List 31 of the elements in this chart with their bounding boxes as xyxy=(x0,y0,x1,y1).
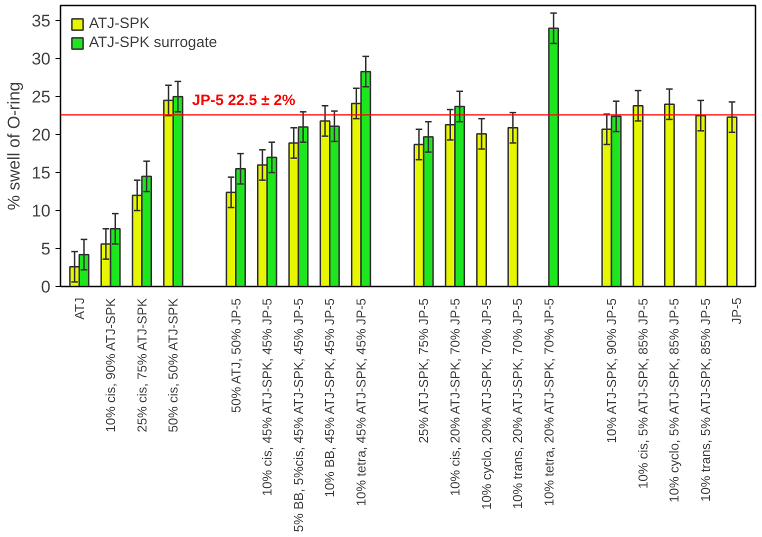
ref-line-label: JP-5 22.5 ± 2% xyxy=(192,92,296,109)
y-tick-label: 5 xyxy=(41,240,51,259)
x-tick-label: 50% ATJ, 50% JP-5 xyxy=(228,298,244,413)
x-tick-label: 25% ATJ-SPK, 75% JP-5 xyxy=(416,298,432,444)
x-tick-label: 10% trans, 5% ATJ-SPK, 85% JP-5 xyxy=(698,298,713,502)
x-tick-label: 10% trans, 20% ATJ-SPK, 70% JP-5 xyxy=(510,298,526,509)
y-tick-label: 25 xyxy=(32,88,51,107)
y-tick-label: 30 xyxy=(32,50,51,69)
x-tick-label: 10% cis, 90% ATJ-SPK xyxy=(103,298,118,432)
y-tick-label: 20 xyxy=(32,126,51,145)
x-tick-label: ATJ xyxy=(72,297,87,320)
y-tick-label: 0 xyxy=(41,278,51,296)
x-tick-label: 10% tetra, 45% ATJ-SPK, 45% JP-5 xyxy=(354,298,369,506)
legend-label: ATJ-SPK surrogate xyxy=(89,34,218,51)
x-tick-label: 10% ATJ-SPK, 90% JP-5 xyxy=(604,298,619,444)
x-tick-label: JP-5 xyxy=(729,297,744,324)
x-tick-label: 50% cis, 50% ATJ-SPK xyxy=(166,298,181,432)
y-tick-label: 35 xyxy=(32,12,51,31)
x-tick-label: 10% cis, 45% ATJ-SPK, 45% JP-5 xyxy=(260,298,275,496)
x-tick-label: 10% cyclo, 20% ATJ-SPK, 70% JP-5 xyxy=(478,298,494,510)
x-tick-label: 10% tetra, 20% ATJ-SPK, 70% JP-5 xyxy=(541,298,556,506)
x-tick-label: 10% cis, 5% ATJ-SPK, 85% JP-5 xyxy=(635,298,650,489)
legend-label: ATJ-SPK xyxy=(89,15,150,32)
x-tick-label: 5% BB, 5%cis, 45% ATJ-SPK, 45% JP-5 xyxy=(290,298,306,532)
x-tick-label: 10% cyclo, 5% ATJ-SPK, 85% JP-5 xyxy=(666,298,682,502)
x-tick-label: 25% cis, 75% ATJ-SPK xyxy=(134,298,150,432)
y-tick-label: 15 xyxy=(32,164,51,183)
x-tick-label: 10% cis, 20% ATJ-SPK, 70% JP-5 xyxy=(447,298,462,496)
y-axis-title: % swell of O-ring xyxy=(4,82,24,210)
y-tick-label: 10 xyxy=(32,202,51,221)
x-tick-label: 10% BB, 45% ATJ-SPK, 45% JP-5 xyxy=(322,298,338,498)
